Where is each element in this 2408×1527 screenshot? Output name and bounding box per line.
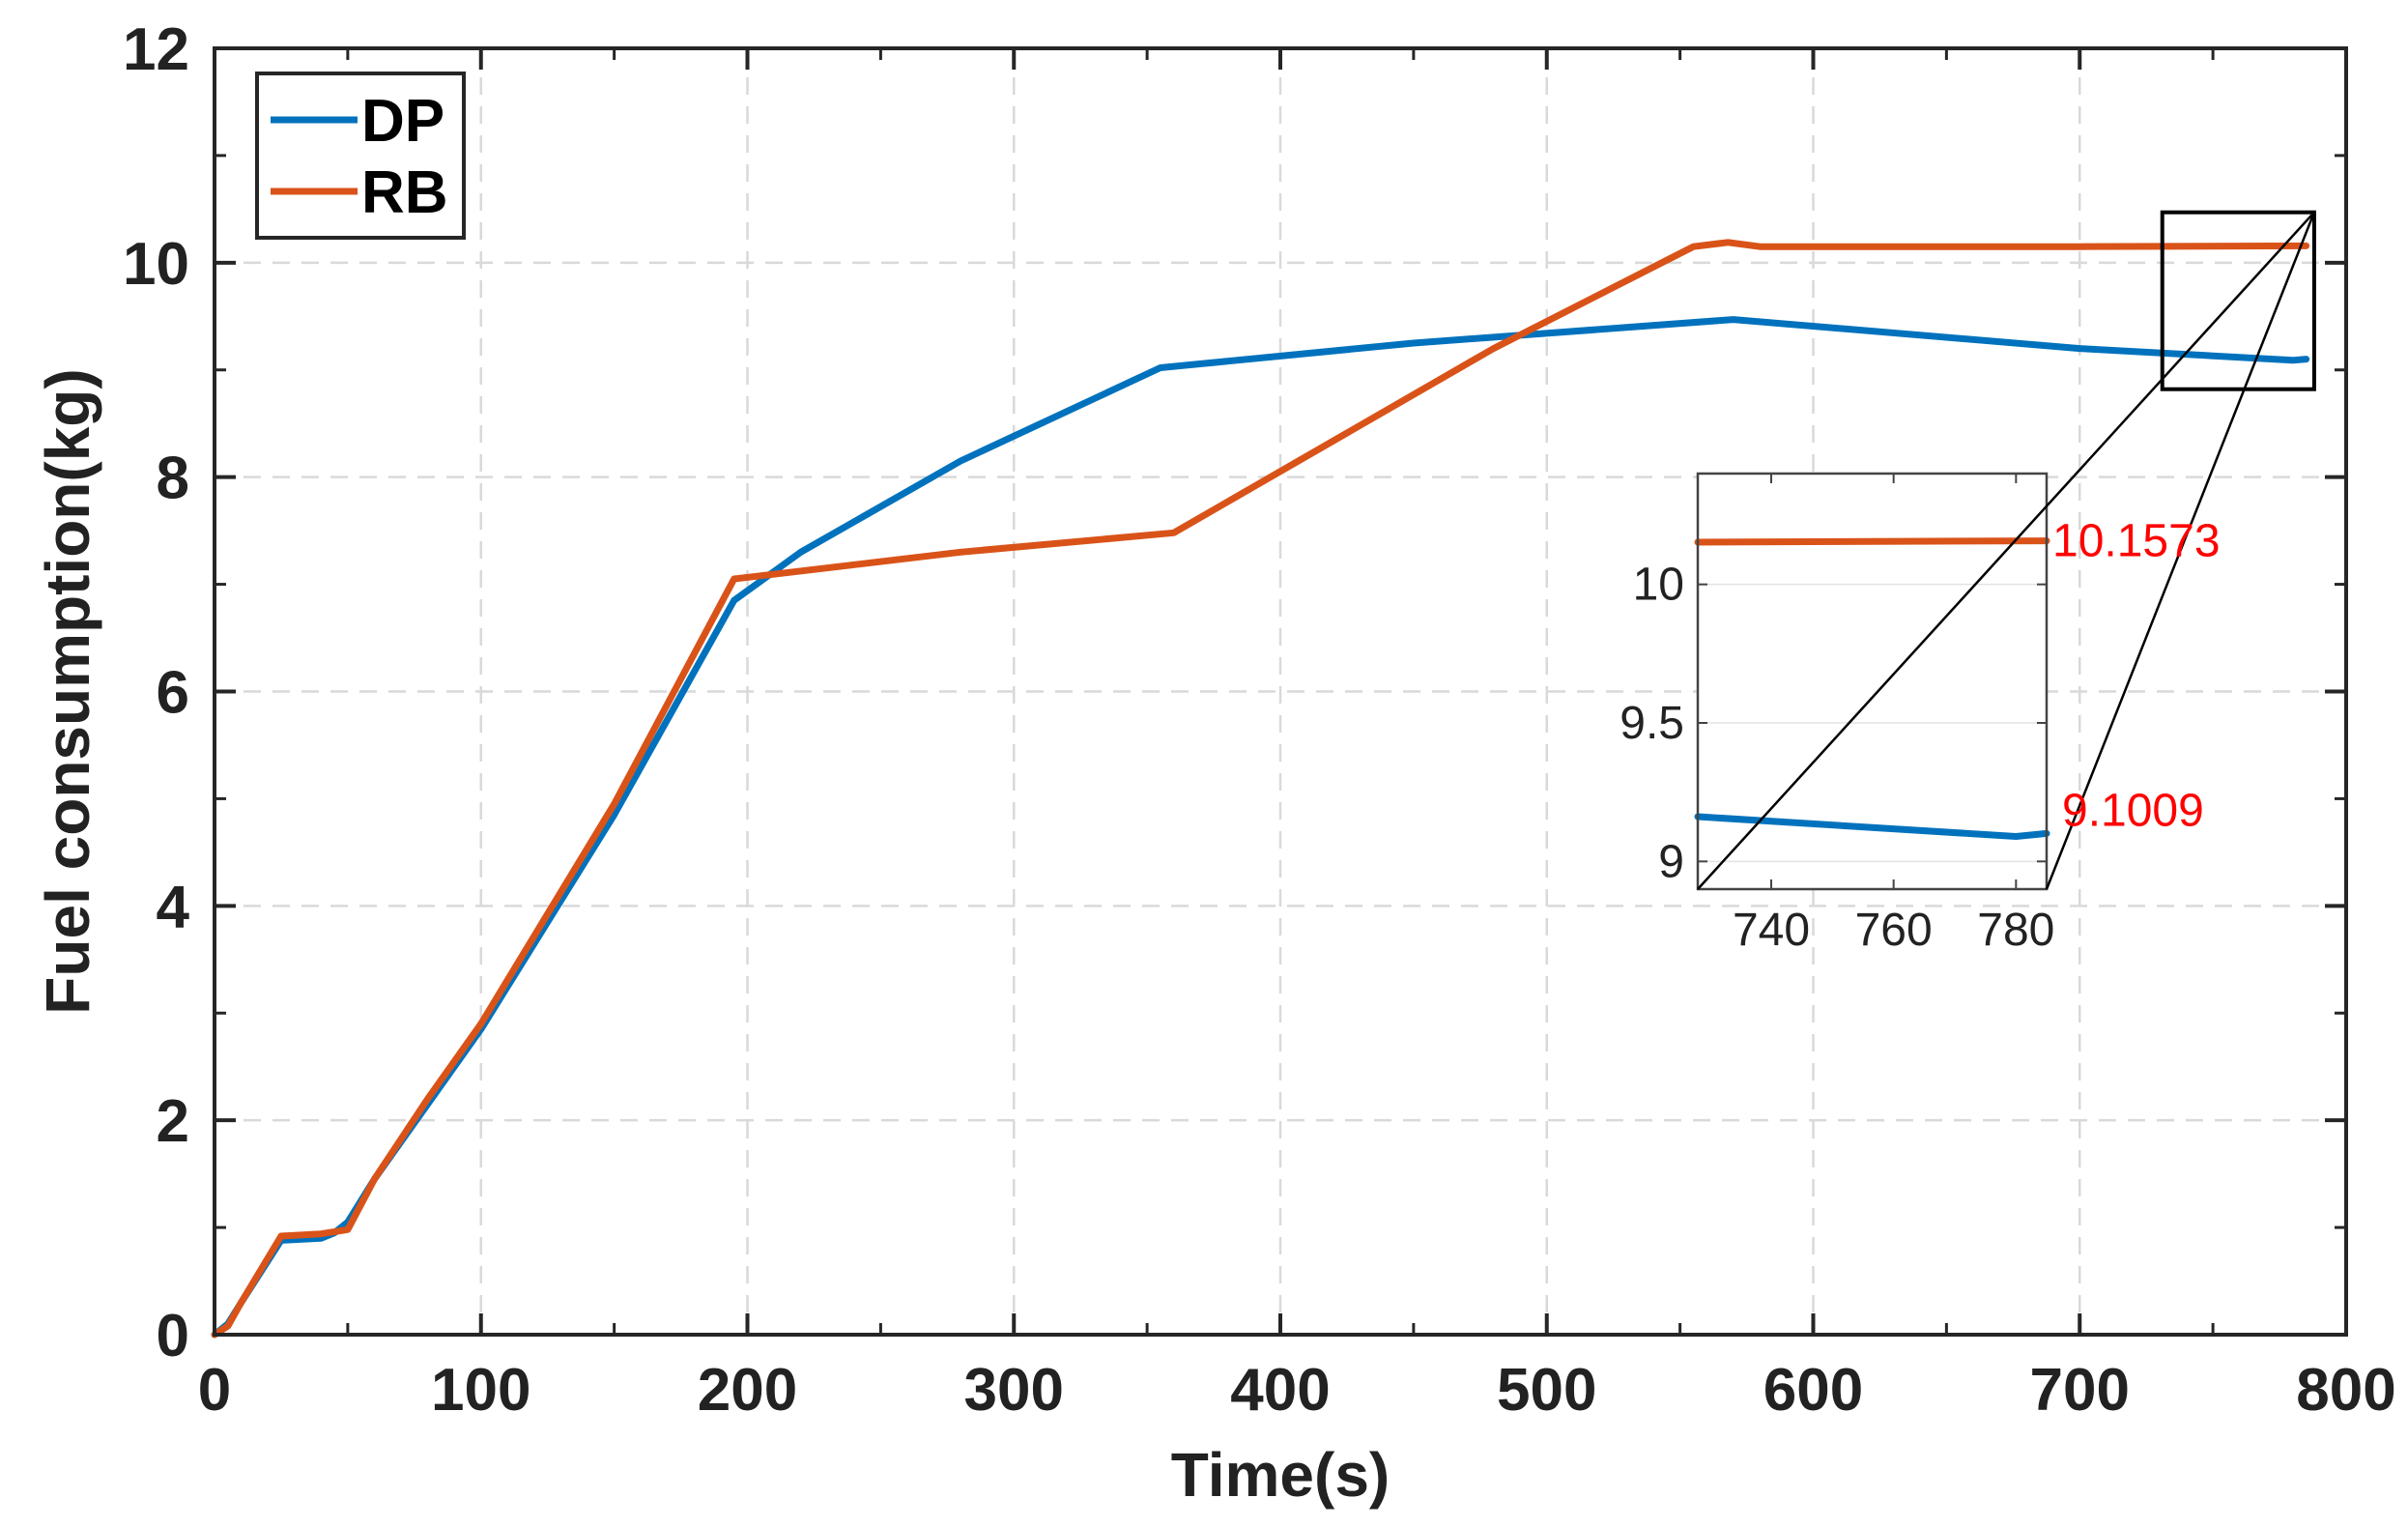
x-tick-label: 400: [1230, 1357, 1330, 1424]
inset-y-tick-label: 9: [1658, 836, 1684, 887]
zoom-indicator: [2160, 210, 2316, 391]
inset-series-line-rb: [1694, 537, 2050, 546]
value-annotation-dp: 9.1009: [2062, 785, 2204, 836]
zoom-connector-line: [2045, 212, 2316, 890]
inset-series-line-dp: [1694, 813, 2050, 840]
y-axis-title: Fuel consumption(kg): [33, 368, 102, 1014]
value-annotation-rb: 10.1573: [2052, 516, 2221, 567]
x-tick-label: 800: [2296, 1357, 2395, 1424]
inset-y-tick-label: 9.5: [1620, 698, 1684, 749]
y-tick-label: 6: [157, 660, 189, 727]
inset-x-tick-label: 740: [1733, 905, 1810, 956]
x-tick-label: 500: [1497, 1357, 1596, 1424]
y-tick-label: 10: [123, 231, 189, 298]
y-tick-label: 8: [157, 446, 189, 512]
x-tick-label: 200: [698, 1357, 797, 1424]
y-tick-label: 0: [157, 1303, 189, 1369]
series-line-rb: [211, 239, 2310, 1339]
legend-label-dp: DP: [361, 88, 444, 155]
x-tick-label: 700: [2030, 1357, 2130, 1424]
x-tick-label: 300: [964, 1357, 1064, 1424]
legend-box: [255, 72, 466, 240]
zoom-box: [2160, 210, 2316, 391]
series-line-dp: [211, 316, 2310, 1339]
inset-x-tick-label: 760: [1855, 905, 1933, 956]
y-tick-label: 4: [157, 874, 190, 940]
y-tick-label: 2: [157, 1088, 189, 1155]
series-lines: [211, 239, 2310, 1339]
y-tick-label: 12: [123, 16, 189, 83]
x-tick-label: 600: [1763, 1357, 1863, 1424]
x-axis-title: Time(s): [1171, 1440, 1390, 1510]
legend-label-rb: RB: [361, 159, 448, 226]
axis-ticks: 0 100 200 300 400 500 600 700 800 0 2 4 6 8 10 12: [123, 16, 2396, 1424]
x-tick-label: 100: [431, 1357, 530, 1424]
inset-frame: [1696, 472, 2049, 891]
x-tick-label: 0: [198, 1357, 231, 1424]
zoom-inset: 9 9.5 10 740 760 780 10.1573 9.1009: [1620, 211, 2316, 956]
zoom-connector-line: [1697, 211, 2315, 890]
inset-y-tick-label: 10: [1633, 560, 1684, 611]
inset-x-tick-label: 780: [1977, 905, 2054, 956]
